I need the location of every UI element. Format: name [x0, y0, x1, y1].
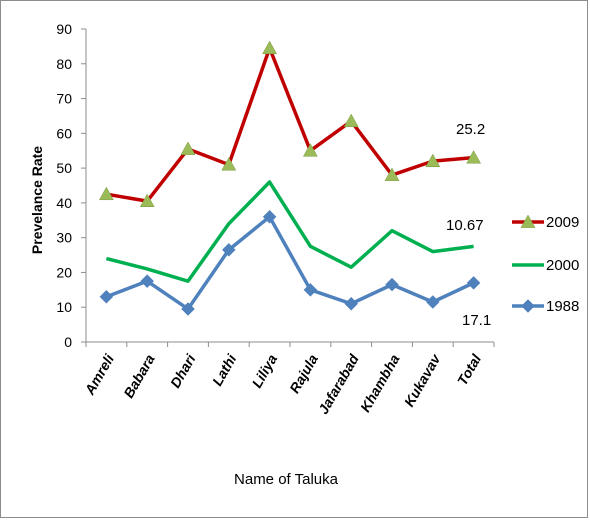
data-point-1988 [140, 274, 155, 288]
x-tick-label: Rajula [286, 351, 321, 396]
y-axis: 0 10 20 30 40 50 60 70 80 90 [56, 21, 87, 350]
legend-label-2000: 2000 [546, 257, 579, 274]
y-axis-title: Prevelance Rate [29, 146, 45, 254]
data-point-1988 [262, 209, 277, 224]
data-point-1988 [303, 282, 318, 297]
y-tick-label: 70 [56, 91, 72, 107]
x-tick-label: Jafarabad [315, 351, 362, 417]
y-tick-label: 20 [56, 264, 72, 280]
legend-marker-2009 [520, 214, 536, 228]
annotation-2009: 25.2 [456, 121, 485, 138]
data-point-2009 [221, 157, 237, 171]
x-axis-title: Name of Taluka [234, 471, 339, 488]
x-tick-label: Total [454, 351, 485, 388]
annotation-2000: 10.67 [446, 217, 484, 234]
x-tick-label: Khambha [357, 351, 403, 414]
y-tick-label: 40 [56, 195, 72, 211]
data-point-1988 [385, 277, 399, 292]
data-point-2009 [302, 143, 318, 157]
data-point-2009 [139, 193, 155, 207]
data-point-2009 [98, 186, 114, 201]
data-point-1988 [181, 302, 195, 316]
x-axis: Amreli Babara Dhari Lathi Liliya RajulaJafara… [81, 341, 495, 417]
legend: 2009 2000 1988 [512, 214, 579, 315]
y-tick-label: 0 [64, 334, 72, 350]
data-point-1988 [344, 296, 359, 311]
legend-item-2009: 2009 [512, 214, 579, 231]
data-point-2009 [384, 167, 400, 181]
data-point-2009 [425, 153, 441, 168]
series-2000 [105, 180, 474, 283]
y-tick-label: 80 [56, 56, 72, 72]
annotation-1988: 17.1 [462, 312, 491, 329]
legend-item-2000: 2000 [512, 257, 579, 274]
x-tick-label: Amreli [81, 351, 118, 399]
legend-item-1988: 1988 [512, 298, 579, 315]
x-tick-label: Liliya [248, 351, 280, 390]
y-tick-label: 30 [56, 230, 72, 246]
series-layer [98, 40, 482, 316]
data-point-1988 [99, 289, 114, 304]
data-point-2009 [262, 40, 278, 54]
x-tick-label: Lathi [209, 351, 240, 389]
series-line-2009 [106, 46, 474, 203]
series-line-2000 [105, 180, 474, 283]
series-2009 [98, 40, 482, 207]
x-tick-label: Babara [120, 351, 158, 400]
data-point-1988 [425, 295, 440, 309]
legend-marker-1988 [521, 299, 535, 313]
y-tick-label: 10 [56, 299, 72, 315]
series-1988 [99, 209, 481, 316]
y-tick-label: 90 [56, 21, 72, 37]
x-tick-label: Dhari [167, 351, 199, 391]
data-point-2009 [466, 150, 482, 164]
data-point-1988 [221, 242, 236, 257]
legend-label-2009: 2009 [546, 214, 579, 231]
y-tick-label: 50 [56, 160, 72, 176]
data-point-2009 [180, 141, 196, 155]
series-line-1988 [105, 215, 475, 311]
y-tick-label: 60 [56, 125, 72, 141]
data-point-1988 [466, 276, 481, 290]
legend-label-1988: 1988 [546, 298, 579, 315]
x-tick-label: Kukavav [401, 350, 444, 409]
data-point-2009 [343, 113, 359, 128]
